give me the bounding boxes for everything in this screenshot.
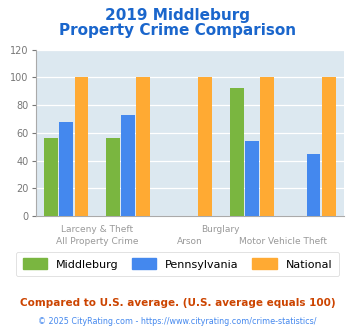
Bar [136, 77, 150, 216]
Bar [44, 138, 58, 216]
Text: All Property Crime: All Property Crime [56, 238, 138, 247]
Bar [245, 141, 259, 216]
Bar [75, 77, 88, 216]
Bar [106, 138, 120, 216]
Legend: Middleburg, Pennsylvania, National: Middleburg, Pennsylvania, National [16, 252, 339, 276]
Text: © 2025 CityRating.com - https://www.cityrating.com/crime-statistics/: © 2025 CityRating.com - https://www.city… [38, 317, 317, 326]
Text: Compared to U.S. average. (U.S. average equals 100): Compared to U.S. average. (U.S. average … [20, 298, 335, 308]
Bar [198, 77, 212, 216]
Text: Property Crime Comparison: Property Crime Comparison [59, 23, 296, 38]
Bar [260, 77, 274, 216]
Bar [59, 122, 73, 216]
Bar [322, 77, 335, 216]
Text: 2019 Middleburg: 2019 Middleburg [105, 8, 250, 23]
Bar [306, 154, 321, 216]
Bar [121, 115, 135, 216]
Text: Motor Vehicle Theft: Motor Vehicle Theft [239, 238, 327, 247]
Bar [230, 88, 244, 216]
Text: Arson: Arson [177, 238, 203, 247]
Text: Larceny & Theft: Larceny & Theft [61, 225, 133, 234]
Text: Burglary: Burglary [202, 225, 240, 234]
